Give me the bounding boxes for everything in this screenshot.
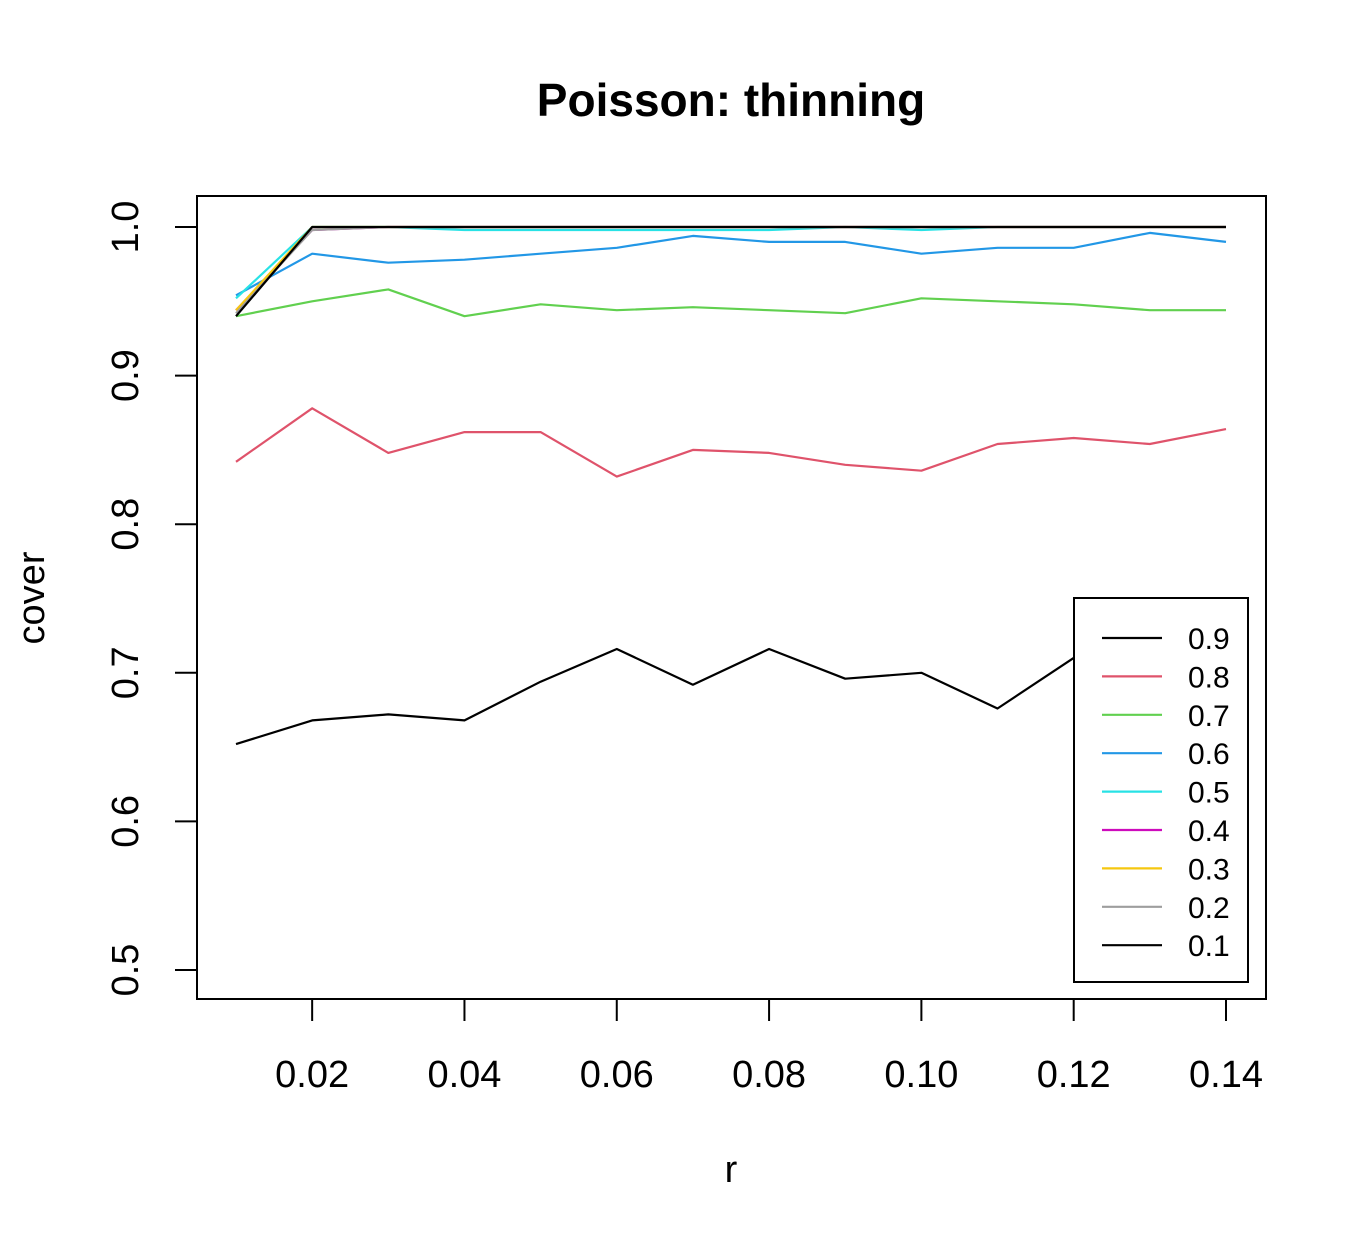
y-tick-label: 0.8: [105, 498, 147, 551]
y-tick-label: 0.9: [105, 349, 147, 402]
y-tick-label: 1.0: [105, 201, 147, 254]
legend-label: 0.9: [1188, 623, 1230, 656]
legend-label: 0.1: [1188, 930, 1230, 963]
x-tick-label: 0.06: [580, 1054, 654, 1096]
legend-items: 0.9 0.8 0.7 0.6 0.5 0.4 0.3 0.2 0.1: [1102, 623, 1230, 963]
x-tick-label: 0.10: [884, 1054, 958, 1096]
series-line-0-6: [235, 231, 1227, 297]
legend-label: 0.7: [1188, 700, 1230, 733]
legend-label: 0.8: [1188, 661, 1230, 694]
y-axis-label: cover: [11, 551, 53, 644]
y-tick-label: 0.7: [105, 646, 147, 699]
series-lines: [235, 225, 1227, 746]
x-tick-label: 0.12: [1037, 1054, 1111, 1096]
y-tick-label: 0.6: [105, 795, 147, 848]
series-line-0-9: [235, 645, 1227, 746]
x-axis: 0.02 0.04 0.06 0.08 0.10 0.12 0.14: [275, 998, 1263, 1096]
x-tick-label: 0.14: [1189, 1054, 1263, 1096]
legend-label: 0.5: [1188, 777, 1230, 810]
series-line-0-7: [235, 288, 1226, 318]
x-tick-label: 0.04: [427, 1054, 501, 1096]
y-axis: 0.5 0.6 0.7 0.8 0.9 1.0: [105, 201, 198, 997]
legend-label: 0.2: [1188, 892, 1230, 925]
y-tick-label: 0.5: [105, 944, 147, 997]
series-line-0-8: [235, 407, 1227, 478]
chart-title: Poisson: thinning: [537, 74, 925, 126]
legend: 0.9 0.8 0.7 0.6 0.5 0.4 0.3 0.2 0.1: [1073, 597, 1249, 983]
x-axis-label: r: [725, 1149, 738, 1191]
legend-label: 0.4: [1188, 815, 1230, 848]
legend-box: [1073, 597, 1249, 983]
legend-label: 0.6: [1188, 738, 1230, 771]
series-line-0-1: [235, 225, 1226, 317]
x-tick-label: 0.02: [275, 1054, 349, 1096]
x-tick-label: 0.08: [732, 1054, 806, 1096]
legend-label: 0.3: [1188, 853, 1230, 886]
